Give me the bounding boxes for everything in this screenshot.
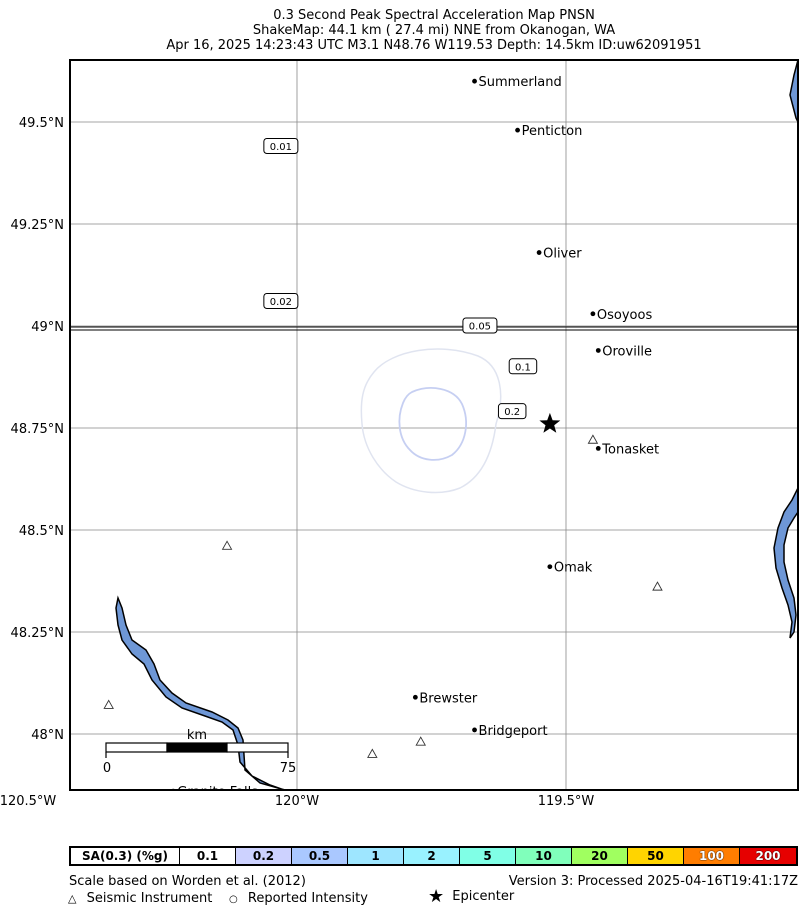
contour-label-box [263,293,299,310]
city-label: Granite Falls [177,785,258,800]
city-label: Penticton [522,124,583,139]
scale-note: Scale based on Worden et al. (2012) [69,874,306,889]
contour-labels: 0.01 0.02 0.05 0.1 0.2 [263,137,538,420]
legend-cell: 50 [628,848,684,864]
graticule [70,60,798,790]
footer-key-epicenter: ★ Epicenter [428,886,515,907]
legend-cell: 200 [740,848,796,864]
legend-cell: 1 [348,848,404,864]
cities: Summerland Penticton Oliver Osoyoos Oroville… [171,75,659,800]
lon-tick-label: 120°W [275,794,319,809]
waterbodies [115,60,798,790]
triangle-icon: △ [68,892,77,905]
map-frame [69,59,799,791]
city-label: Omak [554,561,593,576]
city-label: Summerland [479,75,562,90]
footer-key: △ Seismic Instrument [68,891,212,906]
contour-label-box [508,358,538,375]
key-intensity-label: Reported Intensity [247,891,368,906]
scalebar-end: 75 [280,761,297,776]
station-triangle-icon [367,748,378,758]
legend-label: SA(0.3) (%g) [71,848,180,864]
scalebar-start: 0 [103,761,111,776]
city-label: Osoyoos [597,308,653,323]
city-label: Oroville [602,344,652,359]
lon-tick-label: 119.5°W [538,794,595,809]
station-triangle-icon [652,581,663,591]
scalebar-unit: km [187,728,207,743]
city-dot [595,446,601,451]
contour-label: 0.01 [270,142,292,153]
city-dot [515,127,520,133]
contour-label: 0.05 [469,322,491,333]
contour-label: 0.1 [515,362,531,373]
intensity-contours [360,348,502,494]
version-text: Version 3: Processed 2025-04-16T19:41:17… [508,874,798,889]
legend-cell: 10 [516,848,572,864]
city-dot [547,564,553,570]
lat-tick-label: 49°N [31,320,64,335]
city-dot [536,250,542,255]
intensity-legend: SA(0.3) (%g) 0.1 0.2 0.5 1 2 5 10 20 50 100 200 [69,846,798,866]
lat-tick-label: 48.25°N [11,626,64,641]
circle-icon: ○ [229,894,238,905]
columbia-river [115,595,288,790]
contour-label-box [497,403,527,420]
lon-tick-label: 120.5°W [0,794,56,809]
contour-label-box [263,137,299,154]
lat-tick-label: 48°N [31,728,64,743]
contour-outer [360,348,502,494]
legend-cell: 0.2 [236,848,292,864]
contour-label-box [462,317,498,334]
city-label: Oliver [543,247,582,262]
city-label: Tonasket [601,442,659,457]
star-icon: ★ [428,886,445,907]
city-dot [412,694,418,700]
city-dot [472,727,477,733]
lat-tick-label: 48.75°N [11,422,64,437]
key-station-label: Seismic Instrument [86,891,213,906]
station-triangle-icon [221,540,233,550]
city-dot [590,311,596,317]
epicenter-star-icon [539,412,561,433]
station-triangle-icon [415,736,427,746]
contour-label: 0.2 [504,407,520,418]
city-dot [595,348,601,353]
legend-cell: 0.5 [292,848,348,864]
lat-tick-label: 49.5°N [19,116,64,131]
scale-bar: km 0 75 [103,728,296,776]
contour-inner [398,387,467,461]
key-epicenter-label: Epicenter [452,889,515,904]
city-dot [472,78,477,84]
city-label: Brewster [419,691,477,706]
footer-key-intensity: ○ Reported Intensity [229,891,368,907]
legend-cell: 20 [572,848,628,864]
title-line-3: Apr 16, 2025 14:23:43 UTC M3.1 N48.76 W1… [166,38,702,53]
legend-cell: 0.1 [180,848,236,864]
legend-cell: 5 [460,848,516,864]
lake-roosevelt [773,487,798,639]
legend-cell: 2 [404,848,460,864]
contour-label: 0.02 [270,297,292,308]
lat-tick-label: 49.25°N [11,218,64,233]
station-triangle-icon [103,699,114,709]
title-line-1: 0.3 Second Peak Spectral Acceleration Ma… [273,8,595,23]
station-triangle-icon [587,434,599,444]
axis-labels: 49.5°N 49.25°N 49°N 48.75°N 48.5°N 48.25°N 48°… [0,116,595,809]
legend-cell: 100 [684,848,740,864]
map-area: 0.01 0.02 0.05 0.1 0.2 Summerland Penticton Ol… [70,60,798,800]
seismic-stations [103,434,663,758]
lat-tick-label: 48.5°N [19,524,64,539]
title-line-2: ShakeMap: 44.1 km ( 27.4 mi) NNE from Ok… [252,23,616,38]
lake-okanagan [789,60,798,123]
city-label: Bridgeport [479,724,548,739]
